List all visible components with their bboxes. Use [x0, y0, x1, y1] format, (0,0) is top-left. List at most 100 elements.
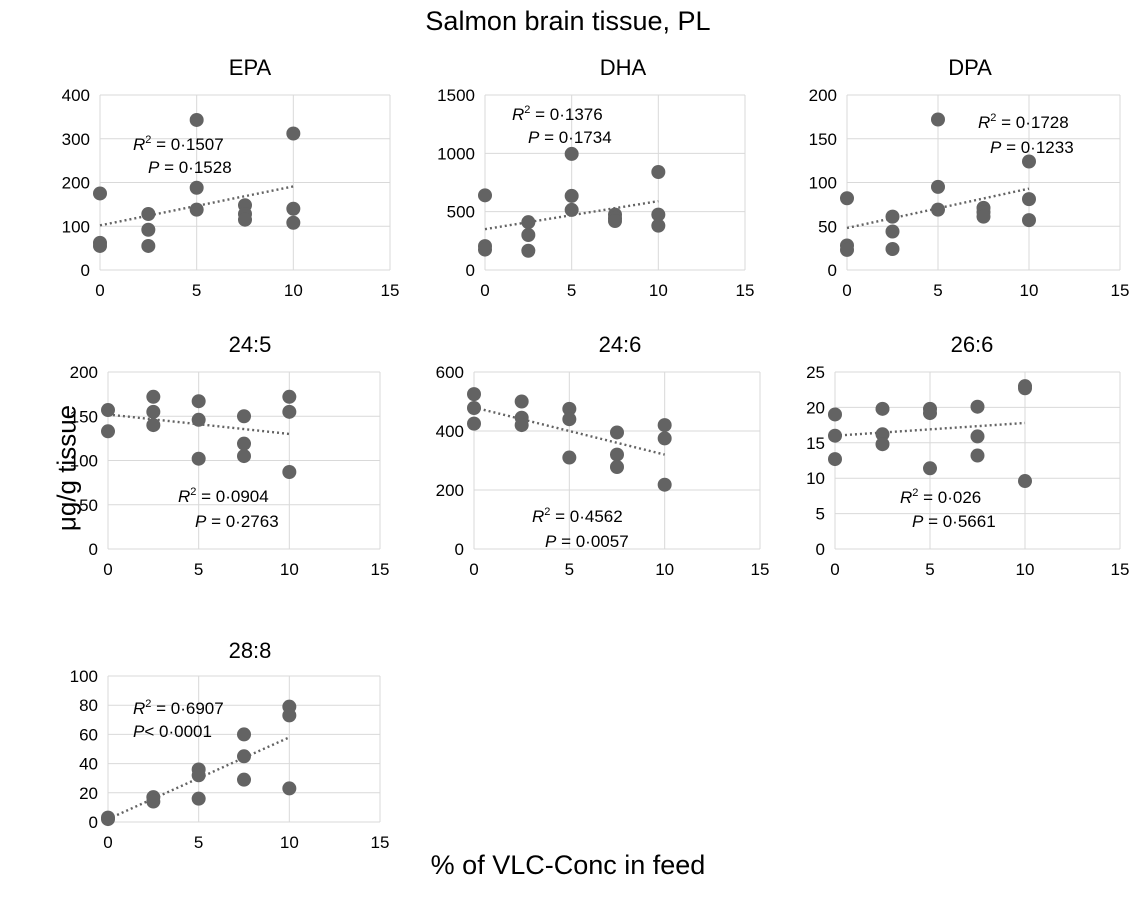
data-point [237, 727, 251, 742]
data-point [875, 401, 890, 416]
y-tick-label: 0 [455, 540, 464, 559]
data-point [931, 179, 945, 194]
p-value-annotation: P = 0·1734 [528, 128, 612, 147]
data-point [931, 112, 945, 127]
data-point [286, 126, 301, 141]
x-tick-label: 5 [192, 281, 201, 300]
data-point [238, 212, 252, 227]
y-tick-label: 100 [809, 174, 837, 193]
data-point [840, 191, 854, 206]
x-tick-label: 15 [381, 281, 400, 300]
data-point [286, 201, 301, 216]
trend-line [834, 421, 1026, 437]
r-squared-annotation: R2 = 0·1507 [133, 134, 224, 154]
y-tick-label: 150 [70, 407, 98, 426]
p-value-annotation: P = 0·1528 [148, 158, 232, 177]
x-tick-label: 10 [280, 560, 299, 579]
data-point [237, 436, 251, 451]
y-tick-label: 50 [818, 217, 837, 236]
x-tick-label: 0 [480, 281, 489, 300]
panel-title: DHA [600, 55, 647, 80]
data-point [93, 186, 107, 201]
x-tick-label: 15 [751, 560, 770, 579]
panel-title: EPA [229, 55, 272, 80]
trend-line [846, 187, 1030, 230]
data-point [931, 202, 945, 217]
y-tick-label: 150 [809, 130, 837, 149]
data-point [976, 209, 991, 224]
y-tick-label: 200 [436, 481, 464, 500]
data-point [467, 416, 481, 431]
data-point [101, 403, 115, 418]
p-value-annotation: P = 0·5661 [912, 512, 996, 531]
data-point [282, 389, 297, 404]
x-axis-label: % of VLC-Conc in feed [430, 850, 706, 880]
data-point [237, 449, 251, 464]
data-point [101, 424, 115, 439]
figure-title: Salmon brain tissue, PL [425, 6, 711, 36]
x-tick-label: 5 [565, 560, 574, 579]
data-point [191, 451, 206, 466]
r-squared-annotation: R2 = 0·0904 [178, 486, 269, 506]
x-tick-label: 0 [830, 560, 839, 579]
data-point [651, 218, 666, 233]
y-tick-label: 100 [62, 217, 90, 236]
data-point [521, 228, 536, 242]
x-tick-label: 10 [649, 281, 668, 300]
y-tick-label: 10 [806, 469, 825, 488]
y-tick-label: 200 [62, 174, 90, 193]
data-point [657, 418, 672, 433]
y-tick-label: 0 [89, 540, 98, 559]
x-tick-label: 10 [1020, 281, 1039, 300]
x-tick-label: 15 [371, 560, 390, 579]
data-point [970, 429, 985, 444]
data-point [651, 165, 666, 179]
data-point [93, 238, 107, 253]
y-tick-label: 0 [89, 813, 98, 832]
data-point [282, 404, 297, 419]
data-point [237, 749, 251, 764]
y-tick-label: 100 [70, 452, 98, 471]
p-value-annotation: P = 0·0057 [545, 532, 629, 551]
data-point [657, 477, 672, 492]
data-point [608, 214, 622, 228]
r-squared-annotation: R2 = 0·1728 [978, 112, 1069, 132]
y-tick-label: 15 [806, 434, 825, 453]
data-point [885, 209, 900, 224]
data-point [189, 202, 204, 217]
x-tick-label: 5 [194, 833, 203, 852]
data-point [828, 407, 842, 422]
data-point [1018, 474, 1032, 489]
x-tick-label: 5 [933, 281, 942, 300]
r-squared-annotation: R2 = 0·6907 [133, 698, 224, 718]
data-point [189, 112, 204, 127]
data-point [885, 242, 900, 256]
y-tick-label: 50 [79, 496, 98, 515]
data-point [564, 146, 579, 161]
y-tick-label: 400 [436, 422, 464, 441]
y-tick-label: 600 [436, 363, 464, 382]
y-tick-label: 0 [828, 261, 837, 280]
data-point [282, 708, 297, 723]
data-point [146, 794, 161, 809]
data-point [282, 781, 297, 796]
y-tick-label: 60 [79, 725, 98, 744]
data-point [521, 243, 536, 258]
panel-title: 24:6 [599, 332, 642, 357]
y-tick-label: 80 [79, 696, 98, 715]
data-point [191, 791, 206, 806]
data-point [237, 409, 251, 424]
data-point [146, 418, 161, 433]
y-tick-label: 0 [466, 261, 475, 280]
x-tick-label: 10 [1016, 560, 1035, 579]
data-point [564, 202, 579, 217]
data-point [875, 437, 890, 452]
data-point [191, 412, 206, 427]
y-tick-label: 1000 [437, 144, 475, 163]
r-squared-annotation: R2 = 0·4562 [532, 506, 623, 526]
